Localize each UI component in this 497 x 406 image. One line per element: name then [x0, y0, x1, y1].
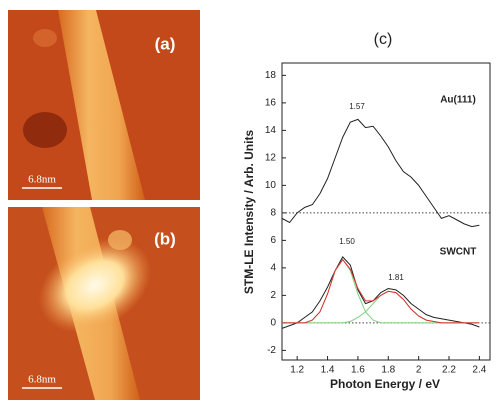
series-label: SWCNT [440, 247, 477, 258]
scale-label: 6.8nm [28, 174, 56, 186]
panel-label: (c) [374, 31, 393, 48]
x-tick-label: 2.4 [472, 365, 486, 376]
series-line [282, 290, 480, 324]
peak-label: 1.57 [349, 102, 365, 111]
y-tick-label: 18 [265, 70, 277, 81]
panel-label: (a) [155, 34, 176, 53]
x-tick-label: 2 [416, 365, 422, 376]
series-line [282, 258, 480, 324]
panel-label: (b) [154, 229, 176, 248]
series-line [282, 258, 480, 324]
x-tick-label: 1.4 [321, 365, 335, 376]
y-tick-label: 2 [270, 290, 276, 301]
y-tick-label: -2 [267, 345, 276, 356]
x-tick-label: 2.2 [442, 365, 456, 376]
y-axis-title: STM-LE Intensity / Arb. Units [242, 130, 256, 295]
x-axis-title: Photon Energy / eV [330, 377, 440, 391]
x-tick-label: 1.6 [351, 365, 365, 376]
peak-label: 1.50 [339, 237, 355, 246]
y-tick-label: 12 [265, 153, 277, 164]
y-tick-label: 16 [265, 98, 277, 109]
peak-label: 1.81 [388, 273, 404, 282]
series-line [281, 256, 480, 329]
series-line [281, 118, 480, 228]
y-tick-label: 4 [270, 263, 276, 274]
x-tick-label: 1.8 [381, 365, 395, 376]
y-tick-label: 6 [270, 235, 276, 246]
y-tick-label: 14 [265, 125, 277, 136]
y-tick-label: 8 [270, 208, 276, 219]
series-label: Au(111) [440, 95, 476, 106]
x-tick-label: 1.2 [290, 365, 304, 376]
y-tick-label: 0 [270, 318, 276, 329]
scale-label: 6.8nm [28, 374, 56, 386]
stm-image-a [8, 10, 200, 200]
y-tick-label: 10 [265, 180, 277, 191]
plot-frame [281, 62, 491, 361]
stm-image-b [8, 207, 200, 400]
